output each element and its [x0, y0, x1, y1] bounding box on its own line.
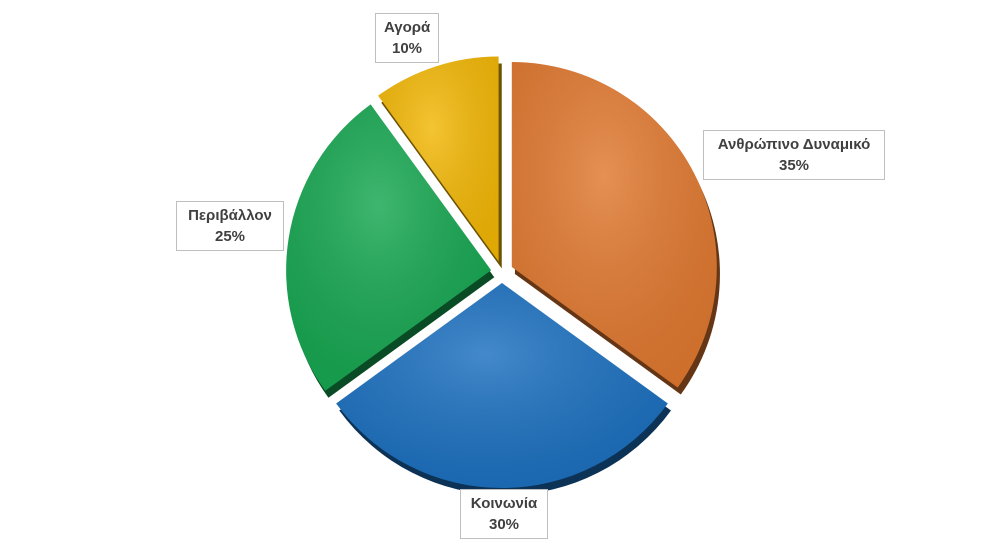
data-label-agora: Αγορά 10%	[375, 13, 439, 63]
pie-slice-shading	[286, 104, 492, 391]
pie-slice-shading	[378, 56, 499, 262]
slice-percent: 35%	[778, 157, 810, 174]
data-label-anthropino-dynamiko: Ανθρώπινο Δυναμικό 35%	[703, 130, 885, 180]
data-label-perivallon: Περιβάλλον 25%	[176, 201, 284, 251]
slice-name: Ανθρώπινο Δυναμικό	[717, 136, 871, 153]
slice-name: Κοινωνία	[470, 495, 538, 512]
slice-name: Περιβάλλον	[188, 207, 272, 224]
pie-slice-shading	[336, 283, 668, 489]
data-label-koinonia: Κοινωνία 30%	[460, 489, 548, 539]
pie-slice-shading	[511, 62, 717, 388]
slice-percent: 30%	[488, 516, 520, 533]
slice-percent: 10%	[391, 40, 423, 57]
slice-percent: 25%	[214, 228, 246, 245]
slice-name: Αγορά	[384, 19, 431, 36]
